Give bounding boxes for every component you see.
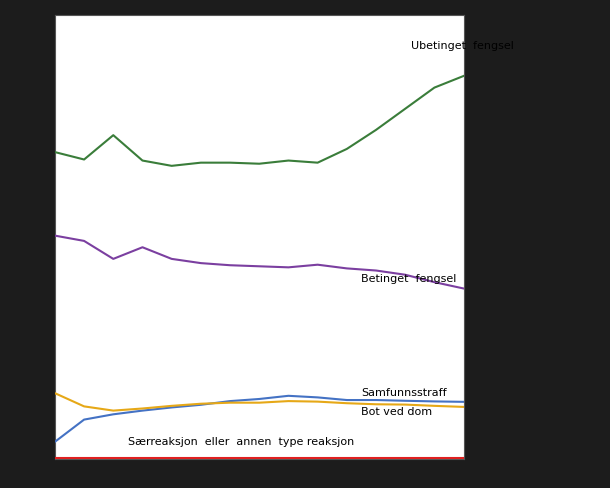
Text: Ubetinget  fengsel: Ubetinget fengsel [411, 41, 514, 51]
Text: Betinget  fengsel: Betinget fengsel [361, 274, 457, 284]
Text: Bot ved dom: Bot ved dom [361, 407, 432, 417]
Text: Særreaksjon  eller  annen  type reaksjon: Særreaksjon eller annen type reaksjon [128, 437, 354, 447]
Text: Samfunnsstraff: Samfunnsstraff [361, 388, 447, 398]
